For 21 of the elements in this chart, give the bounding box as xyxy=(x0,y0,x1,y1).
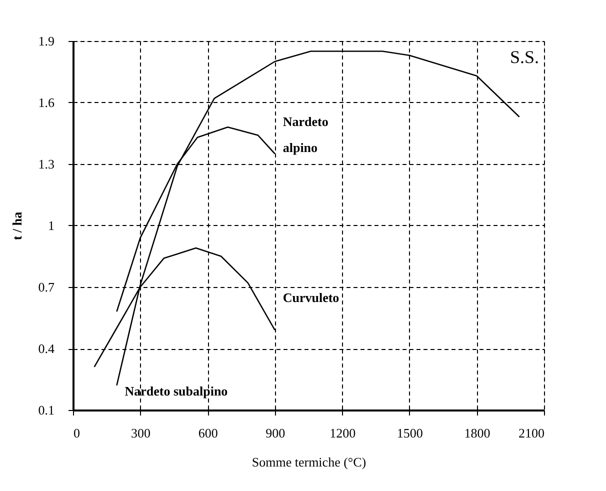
x-tick-label: 600 xyxy=(198,426,218,440)
x-tick-label: 900 xyxy=(266,426,286,440)
x-tick-label: 1200 xyxy=(330,426,356,440)
y-axis-title: t / ha xyxy=(9,211,24,240)
series-label: Nardeto alpino xyxy=(282,114,328,155)
annotation: S.S. xyxy=(510,47,539,67)
y-tick-label: 1.3 xyxy=(38,156,54,172)
x-axis-title: Somme termiche (°C) xyxy=(252,454,366,470)
y-tick-label: 0.4 xyxy=(38,341,55,356)
series-label: Nardeto subalpino xyxy=(124,383,228,398)
x-tick-label: 300 xyxy=(131,426,151,440)
x-tick-label: 2100 xyxy=(518,426,544,440)
y-tick-label: 1.9 xyxy=(38,34,54,48)
x-tick-label: 0 xyxy=(74,426,80,440)
x-tick-label: 1800 xyxy=(464,426,490,440)
y-tick-label: 1 xyxy=(48,218,54,233)
series-label: Curvuleto xyxy=(282,290,340,306)
y-tick-label: 0.1 xyxy=(38,402,54,418)
y-tick-label: 1.6 xyxy=(38,95,55,110)
y-tick-label: 0.7 xyxy=(38,280,55,294)
x-tick-label: 1500 xyxy=(396,426,423,440)
